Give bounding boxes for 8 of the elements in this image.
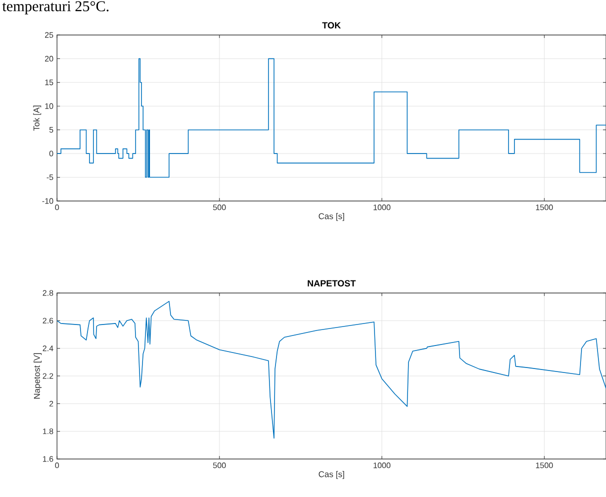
x-axis-title: Cas [s] bbox=[318, 212, 344, 221]
x-axis-title: Cas [s] bbox=[318, 470, 344, 479]
chart-title: TOK bbox=[322, 22, 341, 28]
y-axis-title: Napetost [V] bbox=[34, 353, 42, 399]
y-axis-title: Tok [A] bbox=[33, 106, 42, 131]
text: temperaturi 25°C. bbox=[2, 1, 108, 14]
line-series bbox=[56, 300, 606, 439]
chart-title: NAPETOST bbox=[308, 280, 356, 286]
